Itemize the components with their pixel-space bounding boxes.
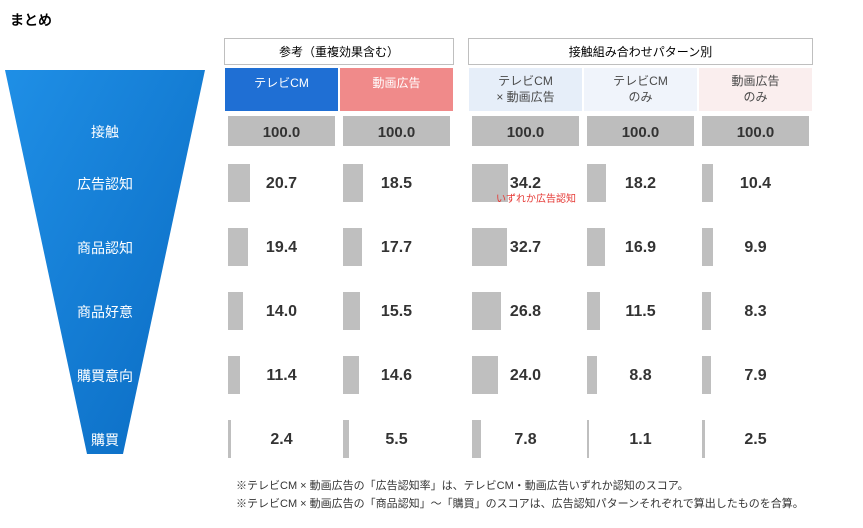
funnel-stage: 購買 [0,408,210,472]
data-cell: 9.9 [698,216,813,280]
group-header-combo: 接触組み合わせパターン別 [468,38,813,65]
data-cell: 15.5 [339,280,454,344]
cell-note: いずれか広告認知 [496,190,576,205]
data-cell: 2.5 [698,408,813,472]
page-title: まとめ [10,10,853,30]
data-cell: 19.4 [224,216,339,280]
data-cell: 34.2いずれか広告認知 [468,152,583,216]
data-cell: 7.9 [698,344,813,408]
data-cell: 100.0 [698,112,813,152]
data-cell: 24.0 [468,344,583,408]
col-header-combo1: テレビCM× 動画広告 [468,67,583,112]
data-cell: 7.8 [468,408,583,472]
data-cell: 8.8 [583,344,698,408]
funnel-stage: 購買意向 [0,344,210,408]
col-header-tvcm: テレビCM [224,67,339,112]
data-cell: 5.5 [339,408,454,472]
col-header-combo3: 動画広告のみ [698,67,813,112]
data-cell: 14.0 [224,280,339,344]
data-cell: 100.0 [583,112,698,152]
data-cell: 8.3 [698,280,813,344]
data-cell: 18.5 [339,152,454,216]
data-cell: 20.7 [224,152,339,216]
col-header-combo2: テレビCMのみ [583,67,698,112]
data-cell: 100.0 [468,112,583,152]
footnotes: ※テレビCM × 動画広告の「広告認知率」は、テレビCM・動画広告いずれか認知の… [236,478,853,513]
data-cell: 100.0 [224,112,339,152]
data-cell: 18.2 [583,152,698,216]
data-cell: 16.9 [583,216,698,280]
data-cell: 100.0 [339,112,454,152]
funnel-stage: 広告認知 [0,152,210,216]
data-cell: 2.4 [224,408,339,472]
col-header-video: 動画広告 [339,67,454,112]
data-cell: 14.6 [339,344,454,408]
funnel-stage: 商品認知 [0,216,210,280]
data-cell: 32.7 [468,216,583,280]
data-cell: 11.4 [224,344,339,408]
data-cell: 1.1 [583,408,698,472]
data-cell: 26.8 [468,280,583,344]
group-header-ref: 参考（重複効果含む） [224,38,454,65]
data-cell: 17.7 [339,216,454,280]
data-cell: 10.4 [698,152,813,216]
funnel-stage: 接触 [0,112,210,152]
funnel-stage: 商品好意 [0,280,210,344]
data-cell: 11.5 [583,280,698,344]
